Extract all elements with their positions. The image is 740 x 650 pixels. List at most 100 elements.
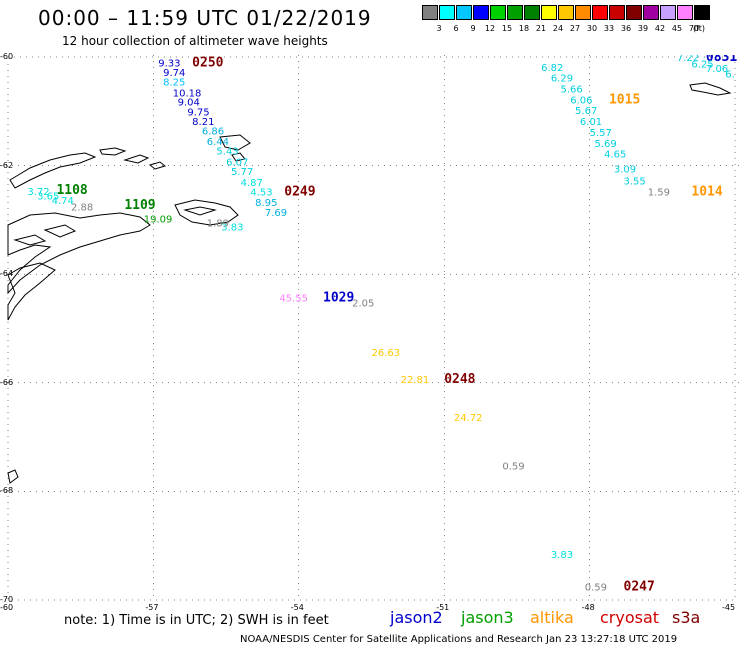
wave-height-value: 6.25 xyxy=(691,60,713,71)
wave-height-value: 3.83 xyxy=(551,550,573,561)
satellite-legend-item: cryosat xyxy=(600,608,660,627)
scale-unit: (ft) xyxy=(693,24,706,33)
pass-time-label: 0249 xyxy=(284,185,315,200)
wave-height-value: 6.07 xyxy=(226,157,248,168)
scale-swatch xyxy=(422,5,438,20)
scale-swatch xyxy=(643,5,659,20)
pass-time-label: 0831 xyxy=(706,55,737,65)
wave-height-value: 4.87 xyxy=(241,178,263,189)
wave-height-value: 7.22 xyxy=(677,55,699,64)
wave-height-value: 24.72 xyxy=(454,413,483,424)
longitude-label: -57 xyxy=(145,603,159,612)
wave-height-value: 7.69 xyxy=(265,208,287,219)
longitude-label: -45 xyxy=(722,603,736,612)
pass-time-label: 1109 xyxy=(124,198,155,213)
wave-height-value: 2.88 xyxy=(71,202,93,213)
wave-height-value: 4.53 xyxy=(250,188,272,199)
satellite-legend-item: altika xyxy=(530,608,574,627)
wave-height-value: 6.82 xyxy=(541,63,563,74)
wave-height-value: 5.67 xyxy=(575,106,597,117)
wave-height-value: 8.25 xyxy=(163,77,185,88)
wave-height-value: 10.18 xyxy=(173,88,202,99)
scale-swatch xyxy=(609,5,625,20)
wave-height-value: 0.59 xyxy=(585,582,607,593)
wave-height-value: 26.63 xyxy=(372,348,401,359)
scale-swatch xyxy=(660,5,676,20)
latitude-label: -66 xyxy=(0,377,14,387)
pass-time-label: 1108 xyxy=(56,183,87,198)
scale-swatch xyxy=(456,5,472,20)
wave-height-value: 3.72 xyxy=(27,187,49,198)
scale-label: 3 xyxy=(436,24,442,33)
pass-time-label: 1014 xyxy=(691,185,722,200)
wave-height-value: 1.89 xyxy=(207,219,229,230)
scale-swatch xyxy=(439,5,455,20)
longitude-label: -48 xyxy=(581,603,595,612)
scale-swatch xyxy=(507,5,523,20)
longitude-label: -51 xyxy=(436,603,450,612)
scale-swatch xyxy=(626,5,642,20)
wave-height-value: 45.55 xyxy=(279,294,308,305)
wave-height-value: 6.06 xyxy=(570,95,592,106)
latitude-label: -64 xyxy=(0,269,14,279)
footer-note: note: 1) Time is in UTC; 2) SWH is in fe… xyxy=(64,613,329,628)
scale-label: 33 xyxy=(603,24,615,33)
wave-height-value: 6.86 xyxy=(202,126,224,137)
pass-time-label: 1029 xyxy=(323,291,354,306)
latitude-label: -68 xyxy=(0,486,14,496)
scale-swatch xyxy=(541,5,557,20)
map-frame xyxy=(7,56,736,601)
graticule xyxy=(0,55,740,601)
wave-height-value: 4.74 xyxy=(52,196,74,207)
wave-height-value: 5.66 xyxy=(561,84,583,95)
scale-label: 21 xyxy=(535,24,547,33)
scale-label: 70 xyxy=(688,24,700,33)
scale-label: 45 xyxy=(671,24,683,33)
scale-swatch xyxy=(524,5,540,20)
latitude-label: -60 xyxy=(0,52,14,61)
wave-height-value: 1.59 xyxy=(648,188,670,199)
map-subtitle: 12 hour collection of altimeter wave hei… xyxy=(62,34,328,48)
scale-label: 42 xyxy=(654,24,666,33)
scale-swatch xyxy=(490,5,506,20)
scale-swatch xyxy=(558,5,574,20)
wave-height-value: 3.55 xyxy=(624,176,646,187)
wave-height-value: 8.95 xyxy=(255,198,277,209)
coastline xyxy=(7,82,732,484)
wave-height-value: 9.33 xyxy=(158,58,180,69)
satellite-legend-item: jason3 xyxy=(461,608,514,627)
wave-height-value: 5.43 xyxy=(216,146,238,157)
scale-label: 6 xyxy=(453,24,459,33)
latitude-label: -62 xyxy=(0,160,14,170)
scale-swatch xyxy=(473,5,489,20)
wave-height-value: 3.65 xyxy=(37,191,59,202)
wave-height-value: 9.75 xyxy=(187,107,209,118)
wave-height-value: 7.06 xyxy=(706,64,728,75)
scale-swatch xyxy=(677,5,693,20)
scale-label: 15 xyxy=(501,24,513,33)
scale-label: 9 xyxy=(470,24,476,33)
wave-height-value: 6.01 xyxy=(580,117,602,128)
wave-height-value: 9.74 xyxy=(163,68,185,79)
scale-swatch xyxy=(694,5,710,20)
scale-label: 18 xyxy=(518,24,530,33)
scale-label: 30 xyxy=(586,24,598,33)
pass-time-label: 0250 xyxy=(192,55,223,70)
wave-height-value: 4.65 xyxy=(604,150,626,161)
wave-height-value: 8.21 xyxy=(192,117,214,128)
scale-label: 24 xyxy=(552,24,564,33)
satellite-legend-item: jason2 xyxy=(390,608,443,627)
pass-time-label: 0248 xyxy=(444,372,475,387)
latitude-label: -70 xyxy=(0,595,14,604)
map-title: 00:00 – 11:59 UTC 01/22/2019 xyxy=(38,6,372,30)
wave-height-value: 3.09 xyxy=(614,164,636,175)
wave-height-value: 6.44 xyxy=(207,137,229,148)
wave-height-value: 6.29 xyxy=(551,74,573,85)
wave-height-value: 9.04 xyxy=(178,98,200,109)
altimeter-map: 9.33 02509.748.2510.189.049.758.216.866.4… xyxy=(0,55,740,601)
wave-height-value: 0.59 xyxy=(502,461,524,472)
scale-swatch xyxy=(592,5,608,20)
scale-label: 39 xyxy=(637,24,649,33)
wave-height-value: 19.09 xyxy=(144,214,173,225)
wave-height-value: 6. xyxy=(725,69,735,80)
